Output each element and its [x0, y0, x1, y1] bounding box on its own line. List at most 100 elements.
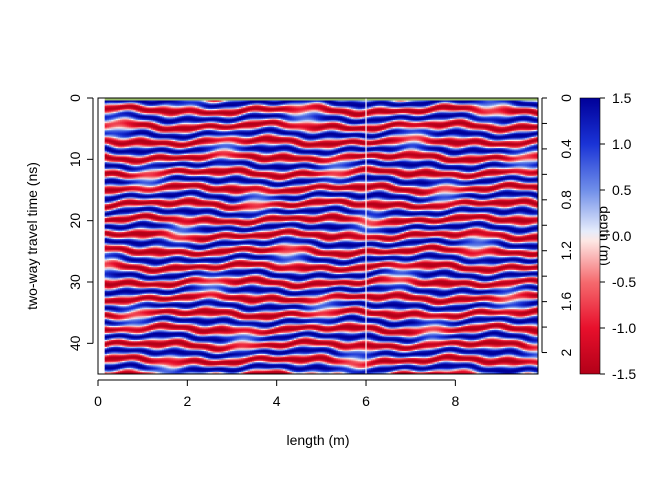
heat-cell — [366, 104, 370, 107]
heat-cell — [326, 101, 330, 104]
heat-cell — [535, 103, 538, 106]
heat-cell — [513, 100, 517, 103]
heat-cell — [500, 104, 504, 107]
heat-cell — [113, 106, 117, 108]
heat-cell — [124, 101, 128, 104]
heat-cell — [223, 106, 227, 108]
heat-cell — [276, 104, 279, 107]
heat-cell — [192, 104, 196, 107]
heat-cell — [190, 103, 194, 106]
heat-cell — [304, 103, 308, 106]
heat-cell — [144, 104, 147, 107]
heat-cell — [232, 104, 235, 107]
heat-cell — [430, 103, 433, 106]
heat-cell — [465, 101, 469, 104]
heat-cell — [203, 104, 207, 107]
heat-cell — [263, 104, 266, 107]
heat-cell — [494, 103, 497, 106]
heat-cell — [410, 100, 414, 103]
heat-cell — [133, 106, 136, 108]
heat-cell — [247, 103, 251, 106]
heat-cell — [181, 104, 185, 107]
heat-cell — [509, 101, 513, 104]
heat-cell — [236, 103, 240, 106]
heat-cell — [221, 104, 224, 107]
heat-cell — [179, 106, 183, 108]
heat-cell — [527, 100, 530, 103]
heat-cell — [148, 104, 152, 107]
heat-cell — [265, 104, 268, 107]
heat-cell — [505, 101, 508, 104]
heat-cell — [238, 101, 242, 104]
heat-cell — [131, 104, 134, 107]
heat-cell — [155, 103, 158, 106]
heat-cell — [243, 103, 246, 106]
heat-cell — [480, 100, 484, 103]
heat-cell — [111, 106, 114, 108]
heat-cell — [355, 104, 359, 107]
heat-cell — [137, 103, 141, 106]
heat-cell — [320, 103, 323, 106]
heat-cell — [441, 103, 444, 106]
heat-cell — [480, 104, 484, 107]
heat-cell — [467, 104, 471, 107]
heat-cell — [463, 101, 466, 104]
heat-cell — [254, 104, 257, 107]
heat-cell — [403, 104, 407, 107]
heat-cell — [527, 104, 530, 107]
heat-cell — [472, 104, 475, 107]
heat-cell — [271, 103, 275, 106]
heat-cell — [331, 101, 334, 104]
heat-cell — [315, 101, 319, 104]
heat-cell — [234, 106, 238, 108]
heat-cell — [135, 104, 139, 107]
heat-cell — [436, 104, 440, 107]
heat-cell — [353, 104, 356, 107]
heat-cell — [428, 101, 431, 104]
heat-cell — [166, 100, 169, 103]
heat-cell — [496, 101, 499, 104]
heat-cell — [320, 100, 323, 103]
heat-cell — [113, 103, 117, 106]
heat-cell — [465, 104, 469, 107]
heat-cell — [150, 106, 154, 108]
heat-cell — [214, 106, 218, 108]
heat-cell — [175, 106, 178, 108]
heat-cell — [208, 106, 211, 108]
heat-cell — [278, 101, 282, 104]
heat-cell — [122, 101, 125, 104]
heat-cell — [269, 103, 273, 106]
heat-cell — [109, 104, 112, 107]
heat-cell — [348, 103, 352, 106]
heat-cell — [298, 100, 301, 103]
heat-cell — [450, 100, 453, 103]
heat-cell — [452, 103, 455, 106]
heat-cell — [485, 100, 488, 103]
heat-cell — [122, 104, 125, 107]
heat-cell — [177, 106, 180, 108]
heat-cell — [430, 104, 433, 107]
heat-cell — [122, 103, 125, 106]
heat-cell — [203, 101, 207, 104]
heat-cell — [375, 104, 378, 107]
heat-cell — [414, 100, 418, 103]
heat-cell — [254, 100, 257, 103]
heat-cell — [329, 100, 332, 103]
heat-cell — [265, 106, 268, 108]
heat-cell — [293, 101, 297, 104]
heat-cell — [511, 100, 515, 103]
heat-cell — [293, 104, 297, 107]
heat-cell — [480, 103, 484, 106]
heat-cell — [212, 101, 216, 104]
heat-cell — [265, 101, 268, 104]
heat-cell — [516, 101, 519, 104]
heat-cell — [443, 100, 447, 103]
heat-cell — [368, 100, 372, 103]
heat-cell — [373, 103, 376, 106]
heat-cell — [408, 103, 411, 106]
heat-cell — [109, 100, 112, 103]
heat-cell — [280, 106, 284, 108]
heat-cell — [386, 101, 389, 104]
heat-cell — [346, 104, 350, 107]
heat-cell — [221, 101, 224, 104]
